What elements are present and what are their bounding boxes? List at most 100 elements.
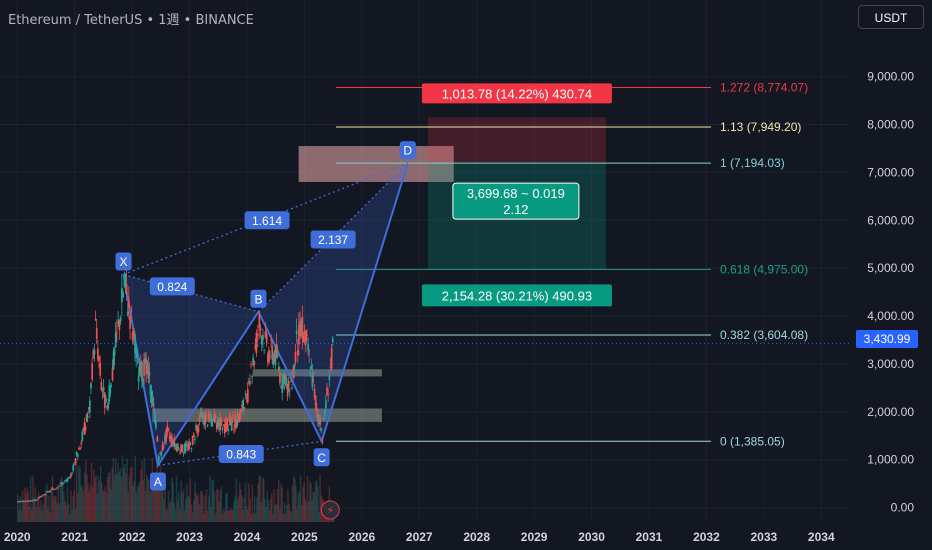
symbol-title: Ethereum / TetherUS • 1週 • BINANCE xyxy=(8,13,254,28)
y-tick-label: 2,000.00 xyxy=(867,405,914,419)
ratio-label: 1.614 xyxy=(252,214,282,228)
volume-bar xyxy=(319,474,321,522)
time-axis[interactable]: 2020 2021 2022 2023 2024 2025 2026 2027 2028 2029… xyxy=(0,522,932,550)
candle-body xyxy=(274,345,277,366)
volume-bar xyxy=(204,495,207,522)
volume-bar xyxy=(62,484,64,522)
candle-body xyxy=(243,407,246,409)
candle-body xyxy=(329,367,332,369)
candle-body xyxy=(66,478,69,482)
y-tick-label: 9,000.00 xyxy=(867,70,914,84)
rr-label-bg xyxy=(452,182,580,220)
volume-bar xyxy=(141,460,143,522)
currency-button[interactable]: USDT xyxy=(858,5,924,29)
volume-bar xyxy=(217,488,219,522)
candle-body xyxy=(147,365,150,379)
volume-bar xyxy=(82,490,85,522)
volume-bar xyxy=(210,507,212,522)
volume-bar xyxy=(199,491,202,522)
candle-body xyxy=(264,331,267,338)
candle-body xyxy=(58,485,61,487)
volume-bar xyxy=(311,500,313,522)
volume-bar xyxy=(281,487,284,522)
volume-bar xyxy=(314,481,317,522)
candle-body xyxy=(32,500,34,502)
volume-bar xyxy=(107,472,110,522)
volume-bar xyxy=(118,472,120,522)
candle-body xyxy=(290,377,292,379)
volume-bar xyxy=(255,513,257,522)
volume-bar xyxy=(73,490,76,522)
candle-body xyxy=(160,451,163,456)
x-tick-label: 2033 xyxy=(750,530,777,544)
x-tick-label: 2025 xyxy=(291,530,318,544)
candle-body xyxy=(26,500,29,502)
volume-bar xyxy=(197,494,200,522)
volume-bar xyxy=(142,480,145,522)
volume-bar xyxy=(19,496,22,522)
candle-body xyxy=(144,358,146,363)
candle-body xyxy=(111,368,114,381)
candle-body xyxy=(81,431,84,441)
candle-body xyxy=(63,482,65,484)
candle-body xyxy=(37,497,40,499)
candle-body xyxy=(118,319,121,330)
volume-bar xyxy=(168,502,171,522)
candle-body xyxy=(326,387,328,396)
candle-body xyxy=(62,483,64,485)
volume-bar xyxy=(157,472,159,522)
volume-bar xyxy=(273,489,275,522)
point-label-c: C xyxy=(317,451,326,465)
candle-body xyxy=(146,361,149,370)
point-badge-d xyxy=(399,141,416,160)
x-tick-label: 2021 xyxy=(61,530,88,544)
price-axis[interactable]: 0.00 1,000.00 2,000.00 3,000.00 4,000.00 5,00… xyxy=(850,0,932,550)
candle-body xyxy=(195,424,197,430)
volume-bar xyxy=(97,475,100,522)
volume-bar xyxy=(149,491,151,522)
y-tick-label: 7,000.00 xyxy=(867,165,914,179)
volume-bar xyxy=(303,482,305,522)
candle-body xyxy=(204,415,207,425)
volume-bar xyxy=(28,506,31,522)
candle-body xyxy=(217,418,219,428)
candle-body xyxy=(82,428,85,431)
volume-bar xyxy=(290,512,293,522)
candle-body xyxy=(260,336,263,345)
candle-body xyxy=(80,442,83,445)
event-flash-icon xyxy=(320,500,340,520)
candle-body xyxy=(315,407,318,412)
candle-body xyxy=(192,434,195,436)
fib-label: 1.13 (7,949.20) xyxy=(720,120,801,134)
candle-body xyxy=(220,418,223,426)
candle-body xyxy=(59,482,62,484)
volume-bar xyxy=(56,503,58,522)
candle-body xyxy=(189,443,192,445)
candle-body xyxy=(178,448,180,450)
volume-bar xyxy=(111,467,114,522)
fib-levels[interactable]: 1.272 (8,774.07) 1.13 (7,949.20) 1 (7,194.… xyxy=(335,80,808,448)
candle-body xyxy=(207,412,210,419)
xd-line xyxy=(123,162,409,276)
volume-bar xyxy=(307,501,310,522)
volume-bar xyxy=(212,480,215,522)
candle-body xyxy=(194,439,196,441)
volume-bar xyxy=(225,494,227,522)
candle-body xyxy=(112,351,115,370)
candle-body xyxy=(223,424,226,434)
candle-body xyxy=(212,417,215,420)
candle-body xyxy=(65,480,68,482)
candle-body xyxy=(91,363,94,380)
candle-body xyxy=(237,413,240,421)
candle-body xyxy=(179,452,181,454)
candle-body xyxy=(29,500,32,502)
candle-body xyxy=(275,343,278,358)
volume-bar xyxy=(203,513,205,522)
volume-bar xyxy=(244,482,247,522)
candle-body xyxy=(41,495,44,497)
candle-body xyxy=(142,379,144,384)
y-tick-label: 0.00 xyxy=(891,501,915,515)
candle-body xyxy=(148,371,151,376)
harmonic-pattern[interactable] xyxy=(122,162,409,469)
